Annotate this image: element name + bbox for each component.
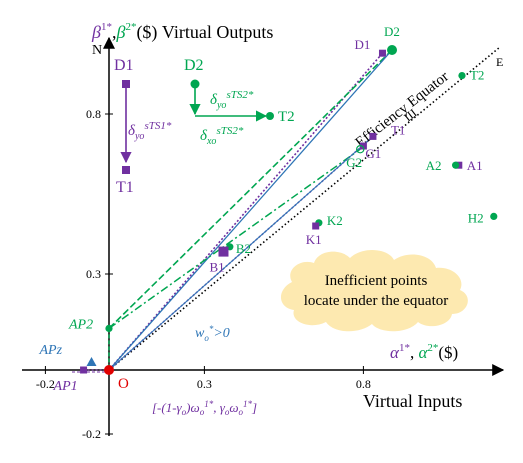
interval-annotation: [-(1-γo)ωo1*, γoωo1*] xyxy=(152,399,257,417)
demo-t1-label: T1 xyxy=(116,179,134,196)
point-h2-marker xyxy=(490,212,498,220)
x-end-label: E xyxy=(496,55,503,69)
demo-t2-label: T2 xyxy=(278,109,295,125)
demo-t2-marker xyxy=(266,112,274,120)
demo-d2-label: D2 xyxy=(184,57,204,74)
point-k2-label: K2 xyxy=(327,213,343,228)
x-ticks: -0.2 0.3 0.8 xyxy=(36,366,371,391)
ray-ap2-g2 xyxy=(108,148,361,330)
point-t2-label: T2 xyxy=(470,68,484,83)
equator-label: Efficiency Equator xyxy=(353,69,452,151)
y-tick-label: -0.2 xyxy=(82,427,101,441)
demo-purple-text: δyosTS1* xyxy=(128,120,172,142)
ray-ap2-d2 xyxy=(108,49,393,329)
ray-origin-d1 xyxy=(108,52,384,371)
point-k1-marker xyxy=(312,222,320,230)
ray-origin-d2 xyxy=(108,49,393,371)
point-apz-label: APz xyxy=(39,343,63,358)
demo-d2-marker xyxy=(190,79,200,89)
point-g2-label: G2 xyxy=(346,155,362,170)
point-d2-top-marker xyxy=(387,45,398,55)
demo-green-text-bottom: δxosTS2* xyxy=(200,125,244,147)
y-ticks: 0.8 0.3 -0.2 xyxy=(82,107,113,441)
demo-green-text-top: δyosTS2* xyxy=(210,89,254,111)
point-b1-label: B1 xyxy=(209,260,224,275)
equator-label-group: Efficiency Equator Ш xyxy=(353,69,452,151)
demo-d1-marker xyxy=(122,80,130,88)
rays xyxy=(83,46,501,371)
point-ap1-label: AP1 xyxy=(53,379,78,394)
point-o-marker xyxy=(104,365,114,375)
x-tick-label: -0.2 xyxy=(36,377,55,391)
translation-demo: D1 T1 δyosTS1* D2 T2 δyosTS2* δxosTS2* xyxy=(114,57,295,196)
cloud-callout: Inefficient points locate under the equa… xyxy=(280,249,468,332)
point-k1-label: K1 xyxy=(306,232,322,247)
point-ap1-marker xyxy=(80,366,88,374)
ray-origin-t1-blue xyxy=(108,135,374,371)
point-ap2-marker xyxy=(105,324,113,332)
point-t2-marker xyxy=(458,72,466,80)
x-axis-title: Virtual Inputs xyxy=(363,391,462,411)
w-annotation: wo*>0 xyxy=(195,324,230,343)
point-t1-marker xyxy=(369,132,377,140)
y-axis-title: β1*,β2*($) Virtual Outputs xyxy=(91,21,273,43)
demo-d1-label: D1 xyxy=(114,57,134,74)
point-a2-label: A2 xyxy=(426,158,442,173)
point-a2-marker xyxy=(452,161,460,169)
axis-titles: β1*,β2*($) Virtual Outputs α1*, α2*($) V… xyxy=(91,21,462,411)
point-d1-top-marker xyxy=(378,49,386,57)
y-end-label: N xyxy=(92,43,102,58)
demo-t1-marker xyxy=(122,166,130,174)
point-h2-label: H2 xyxy=(468,210,484,225)
annotations: wo*>0 [-(1-γo)ωo1*, γoωo1*] xyxy=(72,324,257,417)
point-g1-marker xyxy=(359,142,367,150)
y-tick-label: 0.8 xyxy=(86,107,101,121)
x-alpha-label: α1*, α2*($) xyxy=(390,342,458,362)
x-tick-label: 0.8 xyxy=(356,377,371,391)
point-b1-marker xyxy=(218,246,229,257)
cloud-shape xyxy=(280,249,468,332)
point-ap2-label: AP2 xyxy=(68,317,93,332)
x-tick-label: 0.3 xyxy=(197,377,212,391)
y-tick-label: 0.3 xyxy=(86,267,101,281)
point-b2-label: B2 xyxy=(236,241,251,256)
efficiency-equator-line xyxy=(108,46,501,371)
point-d1-top-label: D1 xyxy=(354,37,370,52)
cloud-text-line2: locate under the equator xyxy=(304,293,449,309)
point-d2-top-label: D2 xyxy=(384,24,400,39)
origin-label: O xyxy=(118,376,129,392)
point-t1-label: T1 xyxy=(391,122,405,137)
point-g2-marker xyxy=(356,144,365,154)
axes: -0.2 0.3 0.8 0.8 0.3 -0.2 N E O xyxy=(22,36,505,441)
point-g1-label: G1 xyxy=(365,146,381,161)
cloud-text-line1: Inefficient points xyxy=(325,273,428,289)
point-apz-marker xyxy=(86,357,97,366)
point-a1-label: A1 xyxy=(467,158,483,173)
